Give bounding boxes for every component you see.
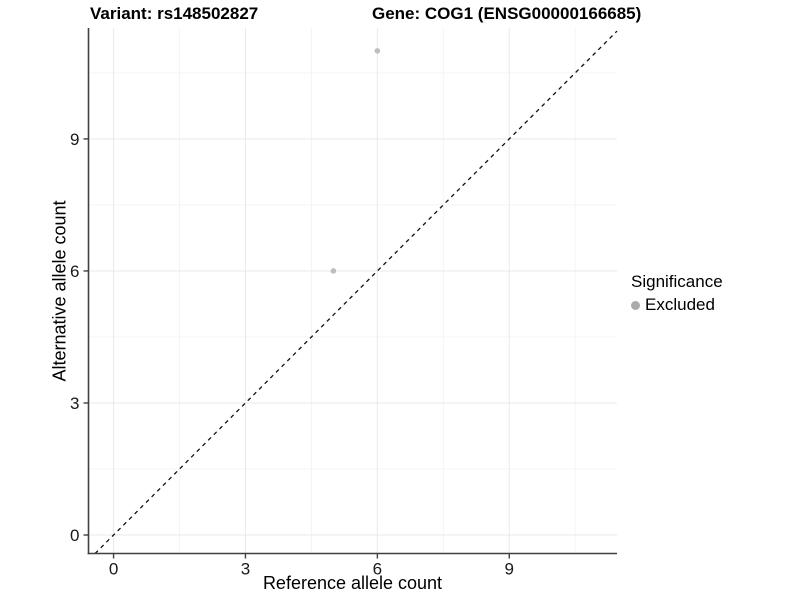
legend-entry-excluded: Excluded xyxy=(631,295,723,315)
y-tick-label: 0 xyxy=(70,526,79,545)
variant-title: Variant: rs148502827 xyxy=(90,4,259,23)
identity-line xyxy=(94,30,618,554)
gene-title: Gene: COG1 (ENSG00000166685) xyxy=(372,4,642,23)
excluded-point-icon xyxy=(631,300,640,310)
data-point xyxy=(330,268,337,274)
x-tick-label: 9 xyxy=(505,560,514,579)
data-point xyxy=(374,48,381,54)
legend-title: Significance xyxy=(631,272,723,291)
x-tick-label: 6 xyxy=(373,560,382,579)
y-tick-label: 3 xyxy=(70,394,79,413)
x-tick-label: 0 xyxy=(109,560,118,579)
y-tick-label: 6 xyxy=(70,262,79,281)
y-tick-label: 9 xyxy=(70,130,79,149)
x-axis-title: Reference allele count xyxy=(262,573,443,593)
y-axis-title: Alternative allele count xyxy=(49,200,70,382)
x-tick-label: 3 xyxy=(241,560,250,579)
legend: Significance Excluded xyxy=(631,272,723,315)
legend-entry-label: Excluded xyxy=(645,295,715,314)
